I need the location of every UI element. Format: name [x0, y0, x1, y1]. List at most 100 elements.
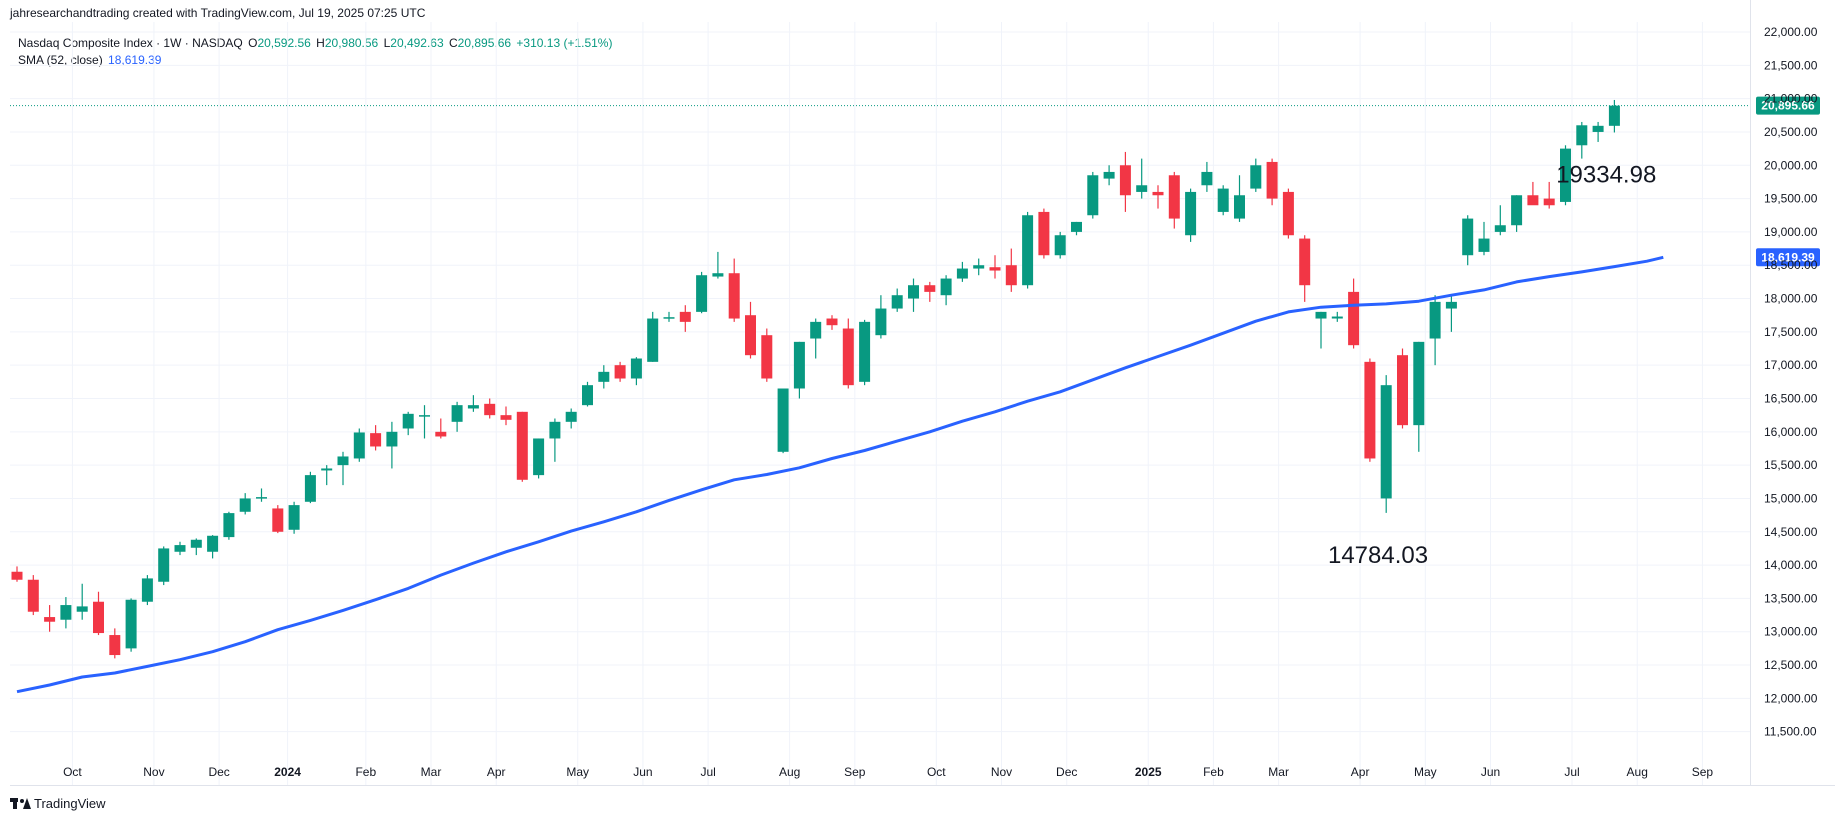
legend-symbol[interactable]: Nasdaq Composite Index · 1W · NASDAQ	[18, 36, 243, 50]
candle	[1071, 221, 1082, 236]
candle-body	[728, 273, 740, 319]
x-tick-label: Sep	[1692, 765, 1714, 779]
candle-body	[1022, 215, 1034, 286]
legend-high-value: 20,980.56	[324, 36, 379, 50]
candle	[1282, 188, 1294, 239]
y-tick-label: 20,000.00	[1764, 158, 1818, 172]
candle	[1315, 311, 1327, 349]
x-tick-label: Jul	[700, 765, 715, 779]
candle	[190, 538, 202, 556]
candle	[239, 493, 251, 515]
candle	[647, 311, 659, 362]
candle	[1152, 185, 1164, 209]
candle-body	[1364, 361, 1376, 459]
candle	[1201, 161, 1213, 192]
candle-body	[1071, 221, 1082, 232]
y-tick-label: 21,000.00	[1764, 92, 1818, 106]
candle-body	[1462, 218, 1474, 256]
candle	[1380, 375, 1392, 513]
candle-body	[598, 371, 610, 382]
candle-body	[891, 295, 903, 309]
candle	[565, 408, 577, 429]
x-tick-label: May	[566, 765, 589, 779]
x-tick-label: 2025	[1135, 765, 1162, 779]
x-tick-label: Apr	[1351, 765, 1370, 779]
candle	[256, 488, 267, 502]
candle	[1445, 295, 1457, 332]
candle-body	[777, 388, 789, 452]
candle-body	[549, 421, 561, 439]
candle-body	[1445, 301, 1457, 309]
candle	[1038, 208, 1050, 259]
candle	[435, 418, 447, 439]
x-tick-label: Aug	[779, 765, 800, 779]
x-tick-label: Aug	[1627, 765, 1648, 779]
candle-body	[940, 278, 952, 296]
y-tick-label: 20,500.00	[1764, 125, 1818, 139]
x-tick-label: Sep	[844, 765, 866, 779]
candle	[93, 591, 104, 636]
candle-body	[761, 335, 773, 379]
candle	[940, 275, 952, 306]
candle-body	[630, 358, 642, 379]
candle-body	[1380, 385, 1392, 499]
candle	[1168, 171, 1180, 229]
y-tick-label: 15,000.00	[1764, 491, 1818, 505]
candle	[1331, 311, 1343, 322]
candle-body	[125, 599, 137, 649]
candle	[1185, 188, 1197, 242]
candle	[875, 295, 887, 339]
candle-body	[516, 411, 528, 480]
candle	[386, 421, 398, 469]
candle-body	[647, 318, 659, 362]
legend-high-label: H	[316, 36, 325, 50]
candle	[745, 301, 756, 359]
candle-body	[1217, 188, 1229, 212]
annotation-label: 14784.03	[1328, 542, 1428, 569]
candle	[989, 255, 1001, 279]
y-tick-label: 13,500.00	[1764, 591, 1818, 605]
candle	[467, 395, 479, 412]
candle-body	[484, 403, 496, 416]
candlestick-chart[interactable]: 20,895.66 18,619.39 19334.98 14784.03 11,50…	[0, 0, 1835, 790]
y-tick-label: 16,000.00	[1764, 425, 1818, 439]
x-tick-label: Jun	[1481, 765, 1500, 779]
x-tick-label: 2024	[274, 765, 301, 779]
candle	[859, 319, 871, 386]
candle	[728, 258, 740, 322]
candle	[1054, 231, 1066, 259]
candle-body	[1038, 211, 1050, 256]
candle-body	[1478, 238, 1490, 252]
candle-body	[1576, 125, 1588, 146]
candle	[484, 398, 496, 419]
candle-body	[1103, 171, 1115, 179]
candle	[1119, 151, 1131, 212]
candle-body	[76, 606, 88, 612]
candle	[1576, 121, 1588, 159]
candle	[1429, 295, 1441, 366]
candle	[1462, 215, 1474, 266]
candle-body	[533, 438, 545, 476]
y-tick-label: 22,000.00	[1764, 25, 1818, 39]
candle	[11, 566, 23, 582]
candle-body	[1168, 175, 1180, 219]
legend-sma-label[interactable]: SMA (52, close)	[18, 53, 103, 67]
candle-body	[1250, 165, 1262, 189]
y-tick-label: 17,000.00	[1764, 358, 1818, 372]
tradingview-logo[interactable]: TradingView	[10, 796, 106, 811]
annotation-label: 19334.98	[1556, 162, 1656, 189]
legend-symbol-row: Nasdaq Composite Index · 1W · NASDAQ O20…	[18, 35, 614, 52]
x-tick-label: Oct	[63, 765, 82, 779]
last-price-tag	[1756, 96, 1820, 115]
candle-body	[1201, 171, 1213, 186]
candle-body	[614, 365, 626, 379]
candle	[630, 357, 642, 386]
sma-line	[16, 255, 1664, 694]
candle-body	[1299, 238, 1311, 286]
candle	[1299, 235, 1311, 302]
candle-body	[451, 405, 463, 422]
candle-body	[27, 579, 39, 612]
x-tick-label: Feb	[355, 765, 376, 779]
candle-body	[435, 431, 447, 437]
x-tick-label: Dec	[208, 765, 229, 779]
